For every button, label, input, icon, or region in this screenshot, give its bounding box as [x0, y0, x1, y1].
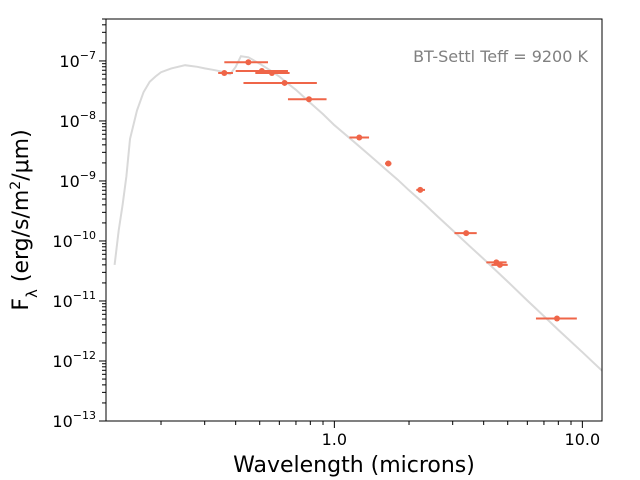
data-point-1: [245, 59, 252, 66]
data-point-9: [463, 230, 470, 237]
data-point-8: [417, 186, 424, 193]
y-tick-label: 10−7: [59, 49, 96, 71]
data-point-6: [356, 134, 363, 141]
x-tick-label: 1.0: [322, 430, 347, 449]
y-tick-label: 10−10: [52, 229, 96, 251]
model-annotation: BT-Settl Teff = 9200 K: [413, 47, 588, 66]
x-tick-label: 10.0: [565, 430, 601, 449]
data-point-0: [221, 69, 228, 76]
y-axis: 10−13 10−12 10−11 10−10 10−9 10−8 10−7: [52, 18, 106, 431]
y-tick-label: 10−8: [59, 109, 96, 131]
data-point-7: [385, 160, 392, 167]
plot-frame: [105, 18, 603, 422]
data-point-4: [281, 79, 288, 86]
y-tick-label: 10−11: [52, 289, 96, 311]
plot-background: [106, 19, 602, 421]
data-point-3: [268, 69, 275, 76]
y-tick-label: 10−12: [52, 349, 96, 371]
x-axis-title: Wavelength (microns): [233, 453, 475, 478]
photometry-layer: [218, 59, 577, 322]
x-axis: 1.0 10.0: [160, 421, 601, 449]
y-tick-label: 10−13: [52, 409, 96, 431]
y-tick-label: 10−9: [59, 169, 96, 191]
data-point-12: [553, 315, 560, 322]
y-axis-title: Fλ (erg/s/m2/μm): [8, 129, 41, 310]
data-point-11: [496, 261, 503, 268]
data-point-5: [305, 96, 312, 103]
